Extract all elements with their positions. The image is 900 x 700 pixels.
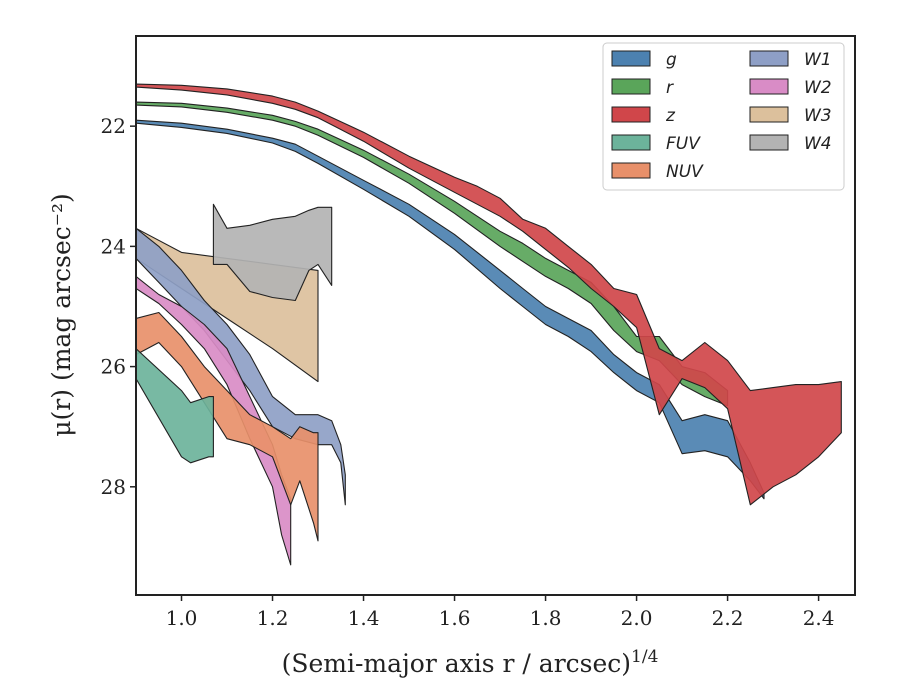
legend-label-w1: W1 xyxy=(804,50,832,70)
band-z xyxy=(136,83,842,506)
legend: grz FUV NUV W1 W2 W3 W4 xyxy=(602,42,845,191)
legend-swatch-w1 xyxy=(749,50,789,67)
legend-label-r: r xyxy=(666,78,674,98)
plot-frame xyxy=(135,35,856,596)
y-tick-label: 26 xyxy=(101,355,126,379)
legend-swatch-w2 xyxy=(749,78,789,95)
x-axis-title: (Semi-major axis r / arcsec)1/4 xyxy=(282,647,659,678)
legend-label-fuv: FUV xyxy=(666,134,701,154)
y-axis-title: μ(r) (mag arcsec⁻²) xyxy=(47,193,76,436)
legend-swatch-fuv xyxy=(611,134,651,151)
x-tick-label: 2.4 xyxy=(803,606,835,630)
band-g xyxy=(136,119,765,500)
x-tick-label: 1.8 xyxy=(530,606,562,630)
band-fuv xyxy=(136,348,214,464)
legend-label-g: g xyxy=(666,50,677,70)
x-axis: 1.0 1.2 1.4 1.6 1.8 2.0 2.2 2.4 xyxy=(166,595,835,630)
legend-label-z: z xyxy=(665,106,676,126)
legend-swatch-nuv xyxy=(611,162,651,179)
legend-label-nuv: NUV xyxy=(666,162,704,182)
plot-area xyxy=(136,83,842,566)
legend-swatch-w3 xyxy=(749,106,789,123)
x-tick-label: 1.2 xyxy=(257,606,289,630)
legend-swatch-g xyxy=(611,50,651,67)
band-w4 xyxy=(212,203,333,302)
legend-swatch-z xyxy=(611,106,651,123)
legend-swatch-r xyxy=(611,78,651,95)
x-tick-label: 1.0 xyxy=(166,606,198,630)
legend-label-w3: W3 xyxy=(804,106,832,126)
legend-label-w4: W4 xyxy=(804,134,832,154)
y-tick-label: 28 xyxy=(101,475,126,499)
x-tick-label: 2.2 xyxy=(712,606,744,630)
y-tick-label: 22 xyxy=(101,114,126,138)
legend-swatch-w4 xyxy=(749,134,789,151)
x-tick-label: 1.4 xyxy=(348,606,380,630)
band-nuv xyxy=(136,311,319,542)
x-tick-label: 1.6 xyxy=(439,606,471,630)
x-tick-label: 2.0 xyxy=(621,606,653,630)
y-axis: 22 24 26 28 xyxy=(101,114,136,499)
legend-label-w2: W2 xyxy=(804,78,832,98)
y-tick-label: 24 xyxy=(101,234,126,258)
